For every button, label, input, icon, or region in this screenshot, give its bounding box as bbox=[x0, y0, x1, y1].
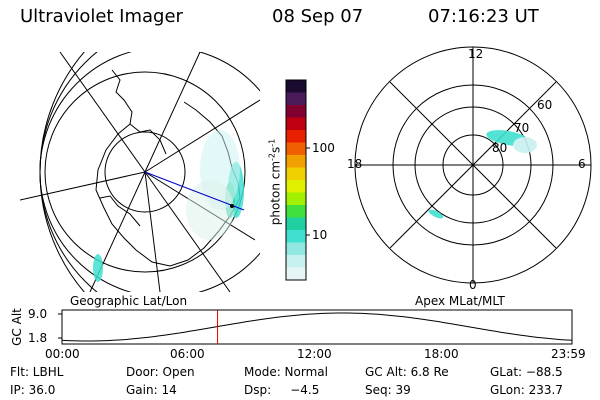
door-info: Door: Open bbox=[126, 365, 195, 379]
colorbar-tick-100: 100 bbox=[312, 141, 335, 155]
coastline bbox=[129, 123, 167, 155]
gain-info: Gain: 14 bbox=[126, 383, 177, 397]
seq-info: Seq: 39 bbox=[365, 383, 411, 397]
mlat-label-70: 70 bbox=[514, 121, 530, 135]
gc-alt-info: GC Alt: 6.8 Re bbox=[365, 365, 449, 379]
coastline bbox=[99, 195, 141, 227]
glon-info: GLon: 233.7 bbox=[490, 383, 563, 397]
lon-line bbox=[144, 99, 260, 173]
instrument-title: Ultraviolet Imager bbox=[20, 6, 183, 27]
time-tick-2359: 23:59 bbox=[551, 347, 586, 361]
colorbar-swatch bbox=[286, 80, 306, 93]
lat-circle bbox=[39, 52, 85, 292]
mlat-label-80: 80 bbox=[492, 141, 508, 155]
time-tick-0600: 06:00 bbox=[170, 347, 205, 361]
mlt-label-0: 0 bbox=[469, 278, 477, 292]
ip-info: IP: 36.0 bbox=[10, 383, 56, 397]
left-panel-caption: Geographic Lat/Lon bbox=[70, 294, 188, 308]
time-tick-0000: 00:00 bbox=[45, 347, 80, 361]
colorbar-swatch bbox=[286, 155, 306, 168]
time-tick-1200: 12:00 bbox=[297, 347, 332, 361]
colorbar-tick-10: 10 bbox=[312, 228, 328, 242]
lon-line bbox=[144, 171, 161, 292]
colorbar-swatch bbox=[286, 142, 306, 156]
sun-direction-line bbox=[144, 171, 245, 211]
colorbar-swatch bbox=[286, 192, 306, 206]
lon-line bbox=[144, 52, 201, 173]
lon-line bbox=[144, 171, 231, 292]
mlt-label-18: 18 bbox=[347, 157, 363, 171]
colorbar-swatch bbox=[286, 230, 306, 243]
glat-info: GLat: −88.5 bbox=[490, 365, 563, 379]
subsatellite-marker bbox=[230, 204, 234, 208]
lon-line bbox=[59, 52, 146, 173]
lon-line bbox=[20, 171, 146, 201]
colorbar-swatch bbox=[286, 105, 306, 118]
colorbar-swatch bbox=[286, 180, 306, 193]
colorbar-swatch bbox=[286, 242, 306, 256]
lat-circle bbox=[44, 71, 246, 273]
mlt-label-12: 12 bbox=[468, 47, 484, 61]
colorbar-swatch bbox=[286, 255, 306, 268]
observation-time: 07:16:23 UT bbox=[428, 6, 539, 27]
filter-info: Flt: LBHL bbox=[10, 365, 64, 379]
altitude-axis-label: GC Alt bbox=[10, 308, 24, 346]
mlt-label-6: 6 bbox=[578, 157, 586, 171]
colorbar-swatch bbox=[286, 117, 306, 131]
colorbar-swatch bbox=[286, 130, 306, 143]
colorbar-swatch bbox=[286, 217, 306, 231]
dsp-info: Dsp: −4.5 bbox=[244, 383, 320, 397]
altitude-tick-low: 1.8 bbox=[28, 331, 48, 345]
aurora-oval bbox=[428, 130, 537, 219]
mlat-label-60: 60 bbox=[537, 98, 553, 112]
time-tick-1800: 18:00 bbox=[424, 347, 459, 361]
observation-date: 08 Sep 07 bbox=[272, 6, 364, 27]
aurora-emission bbox=[93, 130, 244, 282]
colorbar-swatch bbox=[286, 92, 306, 106]
colorbar-swatch bbox=[286, 205, 306, 218]
colorbar-swatch bbox=[286, 267, 306, 281]
mlt-diagonal bbox=[389, 81, 557, 249]
colorbar-swatch bbox=[286, 167, 306, 181]
altitude-curve bbox=[61, 312, 573, 342]
altitude-tick-high: 9.0 bbox=[28, 307, 48, 321]
right-panel-caption: Apex MLat/MLT bbox=[415, 294, 505, 308]
lat-circle-inner bbox=[104, 131, 186, 213]
mode-info: Mode: Normal bbox=[244, 365, 328, 379]
